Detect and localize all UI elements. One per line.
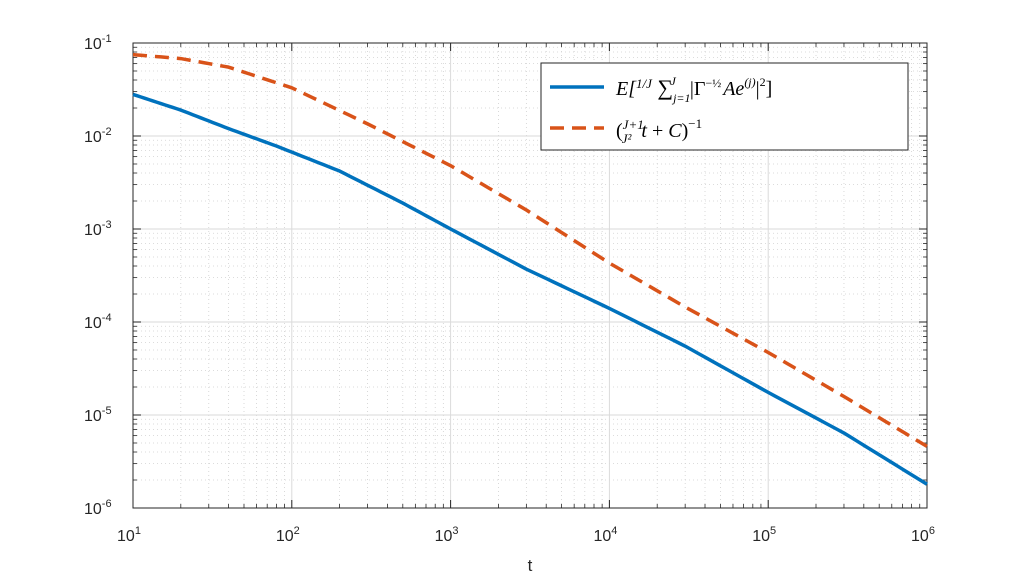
y-tick-label: 10-6 bbox=[84, 498, 112, 518]
axis-ticks bbox=[132, 42, 928, 509]
series-line-2 bbox=[132, 52, 928, 448]
plot-area bbox=[132, 42, 928, 509]
x-tick-labels: 101 102 103 104 105 106 bbox=[117, 525, 935, 545]
legend-text-series-1: E[1/J ∑j=1J |Γ−½ Ae(j)|2] bbox=[615, 74, 772, 105]
legend-label-series-2: (J+1 J² t + C)−1 bbox=[616, 116, 702, 146]
y-tick-label: 10-3 bbox=[84, 219, 112, 239]
major-grid bbox=[133, 43, 927, 508]
x-axis-label: t bbox=[528, 556, 533, 575]
y-tick-label: 10-4 bbox=[84, 312, 112, 332]
legend-box bbox=[540, 62, 909, 151]
x-tick-label: 103 bbox=[435, 525, 459, 545]
x-tick-label: 105 bbox=[752, 525, 776, 545]
minor-grid bbox=[133, 43, 927, 508]
x-tick-label: 104 bbox=[593, 525, 617, 545]
y-tick-label: 10-5 bbox=[84, 405, 112, 425]
x-tick-label: 101 bbox=[117, 525, 141, 545]
y-tick-labels: 10-6 10-5 10-4 10-3 10-2 10-1 bbox=[84, 33, 112, 518]
series-lines bbox=[132, 52, 928, 486]
series-line-1 bbox=[132, 92, 928, 486]
legend-text-series-2: (J+1 J² t + C)−1 bbox=[616, 116, 702, 146]
y-tick-label: 10-2 bbox=[84, 126, 112, 146]
x-tick-label: 106 bbox=[911, 525, 935, 545]
legend: E[1/J ∑j=1J |Γ−½ Ae(j)|2] (J+1 J² t + C)−1 bbox=[540, 62, 909, 151]
x-tick-label: 102 bbox=[276, 525, 300, 545]
legend-label-series-1: E[1/J ∑j=1J |Γ−½ Ae(j)|2] bbox=[615, 74, 772, 105]
y-tick-label: 10-1 bbox=[84, 33, 112, 53]
